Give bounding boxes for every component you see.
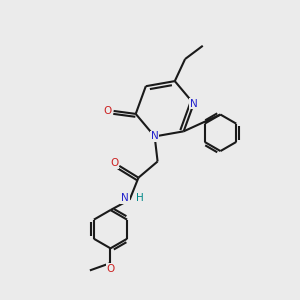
Text: N: N xyxy=(151,131,158,141)
Text: N: N xyxy=(121,193,129,203)
Text: O: O xyxy=(110,158,118,168)
Text: O: O xyxy=(106,264,115,274)
Text: O: O xyxy=(103,106,112,116)
Text: N: N xyxy=(190,99,198,109)
Text: H: H xyxy=(136,193,144,203)
